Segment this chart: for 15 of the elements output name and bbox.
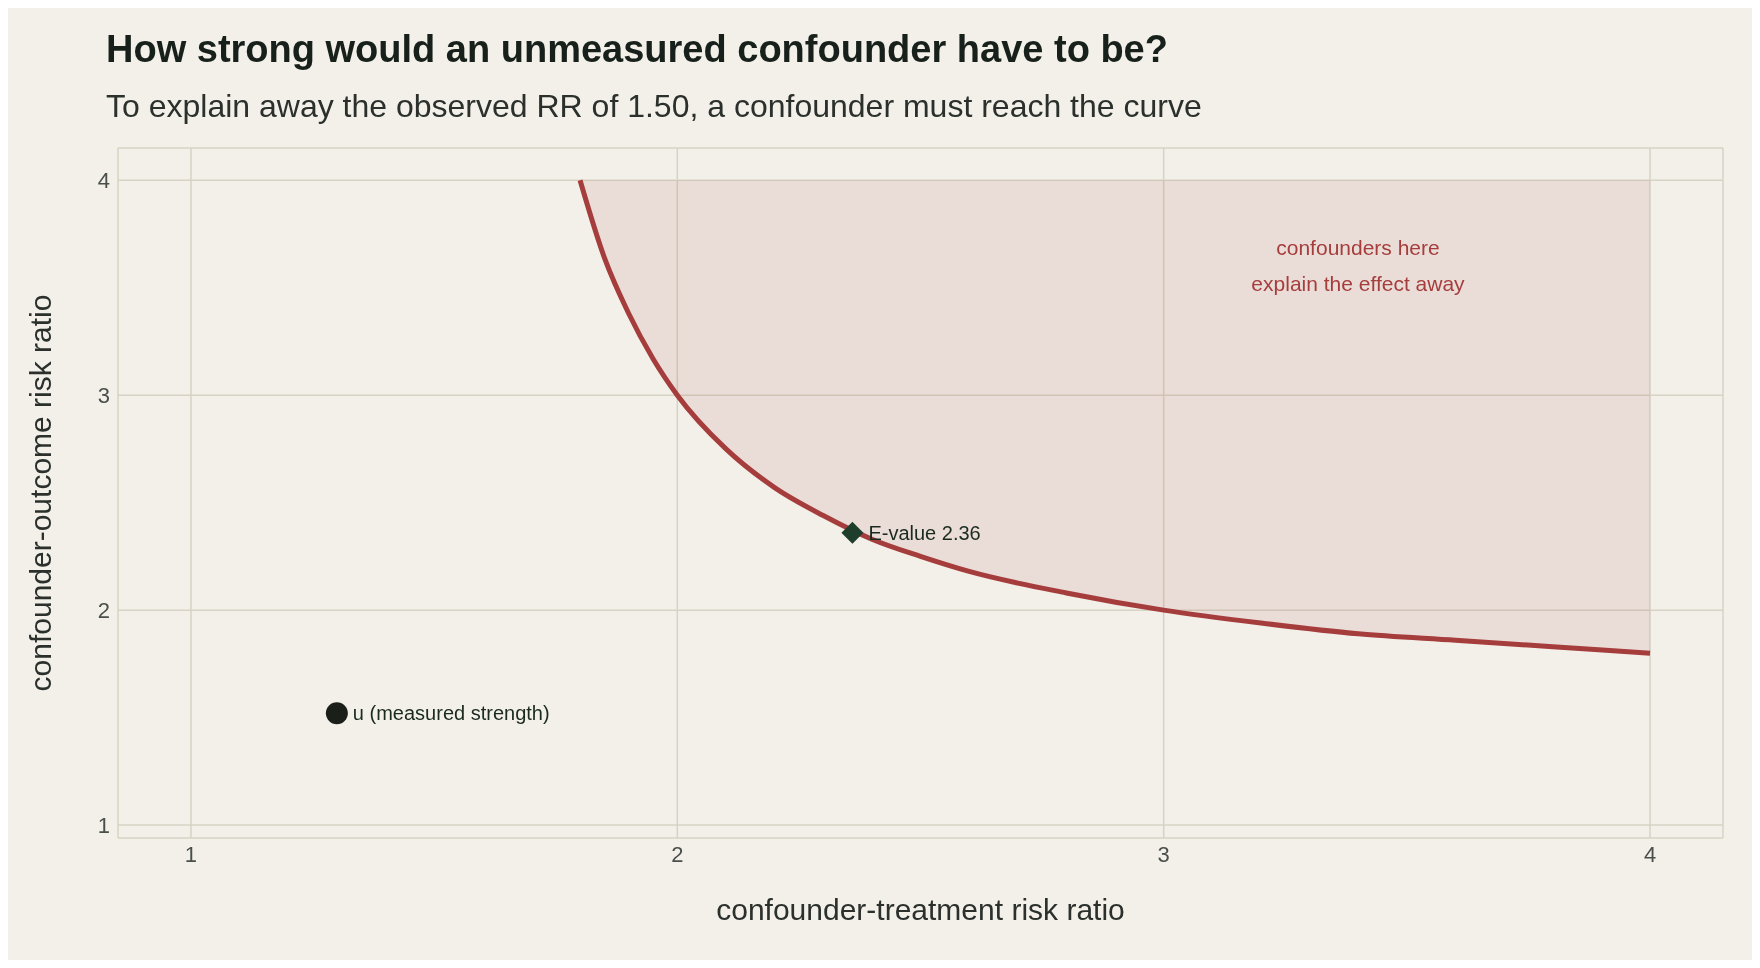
- y-tick-label: 1: [97, 812, 110, 838]
- chart-title: How strong would an unmeasured confounder have to be?: [106, 28, 1168, 71]
- annotation: E-value 2.36: [868, 521, 981, 544]
- x-tick-label: 3: [1157, 841, 1170, 867]
- x-tick-label: 2: [671, 841, 684, 867]
- y-tick-label: 2: [97, 597, 110, 623]
- x-tick-label: 1: [184, 841, 198, 867]
- y-tick-label: 3: [97, 383, 110, 409]
- annotation: u (measured strength): [352, 702, 550, 725]
- y-tick-label: 4: [97, 168, 110, 194]
- chart-subtitle: To explain away the observed RR of 1.50, a confounder must reach the curve: [106, 88, 1202, 125]
- x-tick-label: 4: [1643, 841, 1657, 867]
- x-axis-title: confounder-treatment risk ratio: [716, 893, 1125, 926]
- annotation: confounders here explain the effect away: [1250, 235, 1466, 297]
- y-axis-title: confounder-outcome risk ratio: [23, 294, 57, 692]
